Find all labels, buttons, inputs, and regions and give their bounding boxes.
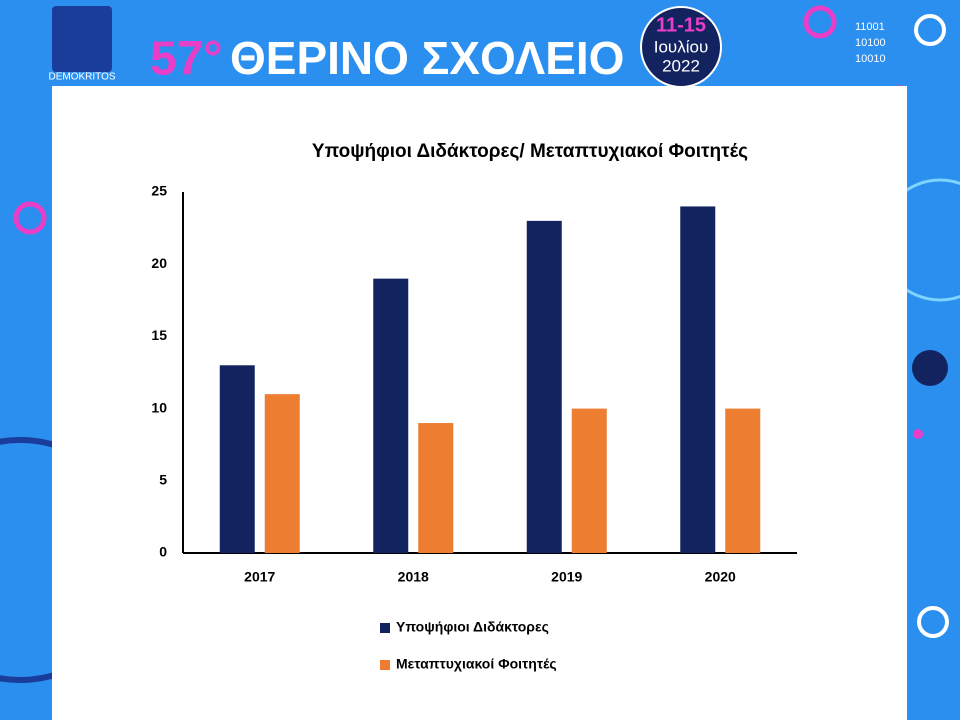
bar (219, 365, 255, 553)
school-title: ΘΕΡΙΝΟ ΣΧΟΛΕΙΟ (230, 32, 624, 84)
y-tick-label: 0 (159, 544, 167, 560)
x-tick-label: 2020 (705, 569, 736, 585)
bar (680, 206, 716, 553)
bar (526, 220, 562, 553)
x-tick-label: 2018 (398, 569, 429, 585)
bar (725, 408, 761, 553)
decor-gear (803, 5, 837, 39)
legend-swatch (380, 623, 390, 633)
y-tick-label: 20 (151, 255, 167, 271)
bar (418, 423, 454, 553)
bar (264, 394, 300, 553)
legend-label: Μεταπτυχιακοί Φοιτητές (396, 656, 557, 672)
binary: 10100 (855, 37, 886, 49)
bar (571, 408, 607, 553)
decor-gear (917, 606, 949, 638)
chart-title: Υποψήφιοι Διδάκτορες/ Μεταπτυχιακοί Φοιτ… (312, 141, 748, 162)
logo (52, 6, 112, 72)
x-tick-label: 2017 (244, 569, 275, 585)
decor-gear (912, 350, 948, 386)
logo-text: DEMOKRITOS (48, 72, 115, 83)
dates: 11-15 (656, 14, 706, 36)
y-tick-label: 15 (151, 327, 167, 343)
decor-dot (913, 429, 923, 439)
y-tick-label: 5 (159, 472, 167, 488)
legend-swatch (380, 660, 390, 670)
decor-gear (914, 14, 946, 46)
binary: 10010 (855, 53, 886, 65)
decor-gear (13, 201, 47, 235)
y-tick-label: 10 (151, 399, 167, 415)
bar (373, 278, 409, 553)
y-tick-label: 25 (151, 183, 167, 199)
legend-label: Υποψήφιοι Διδάκτορες (396, 619, 549, 635)
edition: 57° (150, 33, 223, 86)
content-panel (52, 86, 907, 720)
month: Ιουλίου (654, 37, 709, 56)
year: 2022 (662, 56, 700, 75)
x-tick-label: 2019 (551, 569, 582, 585)
binary: 11001 (855, 21, 885, 33)
